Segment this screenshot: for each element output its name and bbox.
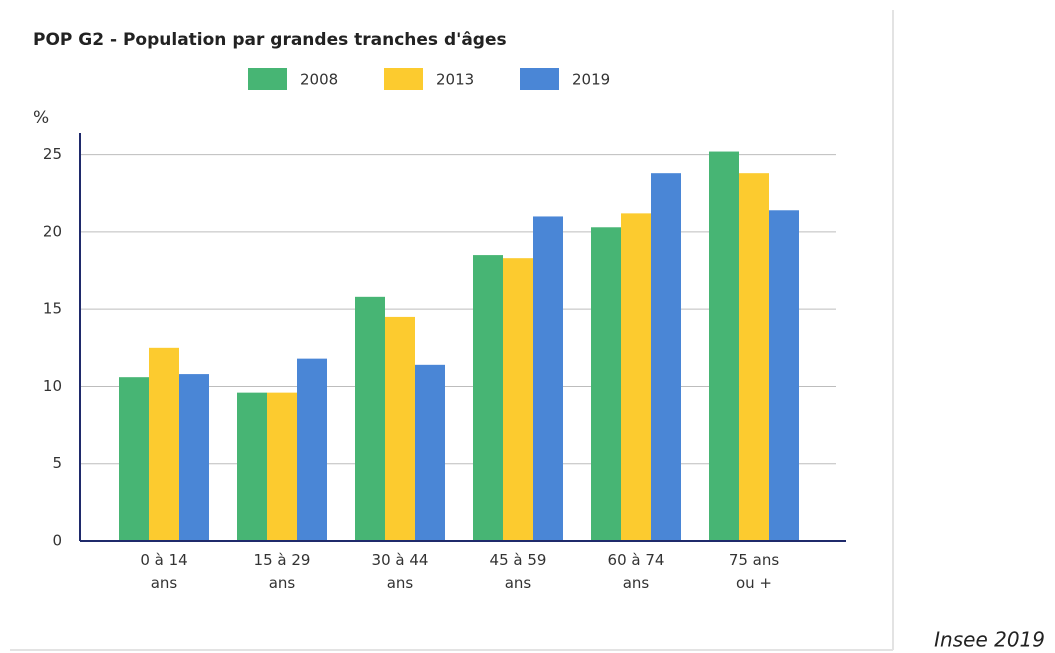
legend-label: 2019 [572,71,610,89]
bar [533,216,563,542]
y-axis-label: % [33,108,49,128]
bar [267,392,297,541]
legend-swatch [520,68,559,90]
bar [237,392,267,541]
chart-title: POP G2 - Population par grandes tranches… [33,30,507,50]
x-tick-label: 15 à 29 ans [253,551,311,592]
y-tick-label: 20 [43,222,62,240]
legend-swatch [248,68,287,90]
x-tick-label: 75 ans ou + [728,551,780,592]
y-tick-label: 0 [52,532,62,550]
y-tick-label: 5 [52,454,62,472]
bar [769,210,799,542]
bar [297,358,327,541]
source: Insee 2019 [934,628,1045,652]
x-tick-label: 0 à 14 ans [140,551,188,592]
y-tick-label: 25 [43,145,62,163]
bar [415,364,445,541]
x-tick-label: 60 à 74 ans [607,551,665,592]
legend-swatch [384,68,423,90]
y-tick-label: 15 [43,300,62,318]
bar [651,173,681,541]
legend-label: 2013 [436,71,474,89]
bar [591,227,621,542]
bar [709,151,739,541]
y-tick-label: 10 [43,377,62,395]
bar [473,255,503,541]
x-tick-label: 45 à 59 ans [489,551,547,592]
bar [119,377,149,541]
bar [149,347,179,541]
bar [355,296,385,541]
bar [179,374,209,541]
bar [503,258,533,541]
bar [385,316,415,541]
bar [621,213,651,541]
x-tick-label: 30 à 44 ans [371,551,429,592]
bar [739,173,769,541]
legend-label: 2008 [300,71,338,89]
